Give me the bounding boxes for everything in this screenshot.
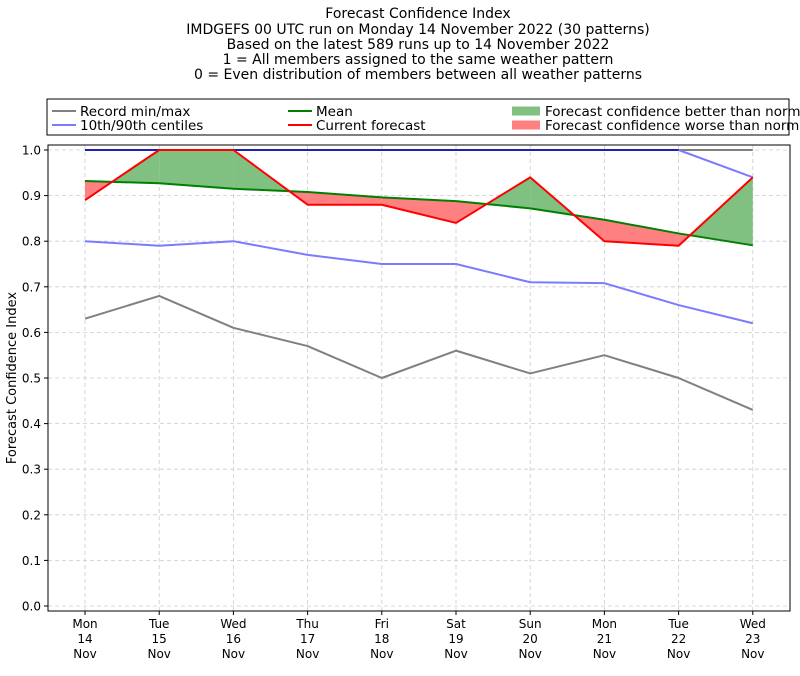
x-tick-label: Mon [72,617,97,631]
x-tick-label: Sat [446,617,466,631]
y-axis-label: Forecast Confidence Index [5,292,20,464]
x-tick-label: 23 [745,632,760,646]
record-min-line [84,294,754,411]
x-tick-label: 16 [226,632,241,646]
x-tick-label: Tue [148,617,170,631]
y-tick-label: 0.4 [22,417,41,431]
legend-label: Forecast confidence better than normal [545,104,800,120]
legend-label: Mean [316,104,353,120]
x-tick-label: 18 [374,632,389,646]
x-tick-label: Wed [220,617,246,631]
x-tick-label: Fri [375,617,389,631]
y-tick-label: 0.2 [22,508,41,522]
title-line: Based on the latest 589 runs up to 14 No… [227,37,610,53]
worse-than-normal-area [307,191,382,205]
title-line: IMDGEFS 00 UTC run on Monday 14 November… [186,22,649,38]
legend-swatch [512,106,540,116]
centile-10-line [84,240,754,325]
mean-line [84,180,753,247]
y-tick-label: 0.8 [22,235,41,249]
y-tick-label: 0.3 [22,463,41,477]
x-tick-label: 14 [77,632,92,646]
y-tick-label: 0.1 [22,554,41,568]
legend-label: Record min/max [80,104,190,120]
legend-label: 10th/90th centiles [80,118,203,134]
x-tick-label: Nov [741,647,764,661]
x-tick-label: Mon [592,617,617,631]
y-tick-label: 1.0 [22,144,41,158]
x-tick-label: Tue [667,617,689,631]
y-tick-label: 0.5 [22,372,41,386]
x-tick-label: 19 [448,632,463,646]
x-tick-label: 17 [300,632,315,646]
current-forecast-line [84,149,754,247]
x-tick-label: Nov [222,647,245,661]
x-tick-label: Nov [73,647,96,661]
x-tick-label: Thu [295,617,319,631]
x-tick-label: 15 [152,632,167,646]
x-tick-label: Nov [444,647,467,661]
title-line: 1 = All members assigned to the same wea… [223,52,614,68]
title-line: Forecast Confidence Index [325,6,510,22]
y-tick-label: 0.7 [22,280,41,294]
worse-than-normal-area [604,219,679,246]
y-tick-label: 0.0 [22,600,41,614]
x-tick-label: 20 [523,632,538,646]
title-line: 0 = Even distribution of members between… [194,67,642,83]
x-tick-label: 21 [597,632,612,646]
x-tick-label: Nov [296,647,319,661]
x-tick-label: Sun [519,617,542,631]
x-tick-label: 22 [671,632,686,646]
legend-swatch [512,120,540,130]
x-tick-label: Wed [740,617,766,631]
x-tick-label: Nov [370,647,393,661]
x-tick-label: Nov [593,647,616,661]
worse-than-normal-area [381,197,456,223]
y-tick-label: 0.9 [22,189,41,203]
y-tick-label: 0.6 [22,326,41,340]
legend-label: Forecast confidence worse than normal [545,118,800,134]
chart-title: Forecast Confidence Index IMDGEFS 00 UTC… [186,6,649,83]
x-tick-label: Nov [147,647,170,661]
x-tick-label: Nov [518,647,541,661]
better-than-normal-area [689,177,753,246]
x-tick-label: Nov [667,647,690,661]
legend-label: Current forecast [316,118,426,134]
better-than-normal-area [159,150,234,189]
